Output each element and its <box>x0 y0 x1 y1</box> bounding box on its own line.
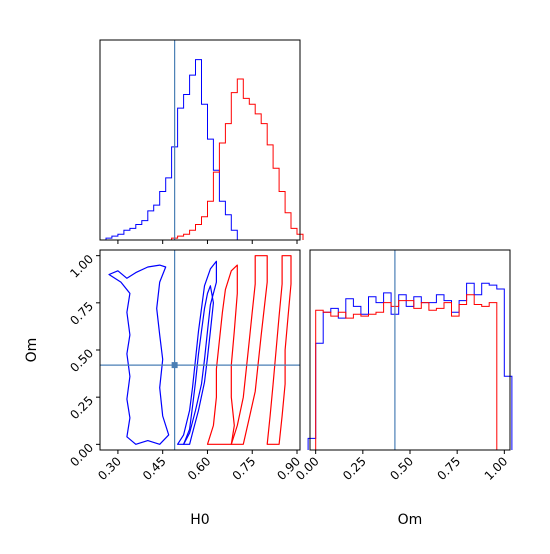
hist-om-bars <box>307 282 513 451</box>
xlabel-h0: H0 <box>190 512 209 528</box>
tick-label-om-x: 0.25 <box>340 454 369 483</box>
panel-hist-h0 <box>99 39 304 244</box>
tick-label-om-y: 1.00 <box>67 252 96 281</box>
panel-h0-om: 0.30 0.45 0.60 0.75 0.900.000.250.500.751.00 <box>67 249 303 483</box>
truth-point <box>171 362 178 369</box>
ticks-hist-om: 0.00 0.25 0.50 0.75 1.00 <box>293 450 510 483</box>
frame-hist-om <box>309 249 511 451</box>
ylabel-om: Om <box>24 338 40 363</box>
tick-label-h0: 0.45 <box>140 454 169 483</box>
tick-label-om-y: 0.00 <box>67 441 96 470</box>
tick-label-h0: 0.30 <box>95 454 124 483</box>
contour-blue-3 <box>108 264 170 445</box>
hist-om-red <box>315 294 505 451</box>
ticks-hist-h0 <box>117 240 298 244</box>
contour-red-1 <box>230 255 268 445</box>
tick-label-om-y: 0.50 <box>67 346 96 375</box>
contour-lines <box>108 255 292 445</box>
tick-label-om-y: 0.25 <box>67 393 96 422</box>
contour-blue-2 <box>183 285 214 445</box>
hist-om-blue <box>307 282 513 450</box>
ticks-2d: 0.30 0.45 0.60 0.75 0.900.000.250.500.751.00 <box>67 252 303 483</box>
tick-label-h0: 0.75 <box>230 454 259 483</box>
tick-label-om-x: 1.00 <box>482 454 511 483</box>
frame-hist-h0 <box>99 39 301 241</box>
hist-h0-bars <box>105 59 304 240</box>
tick-label-om-y: 0.75 <box>67 299 96 328</box>
tick-label-om-x: 0.50 <box>387 454 416 483</box>
contour-blue-1 <box>177 260 217 445</box>
tick-label-om-x: 0.75 <box>434 454 463 483</box>
tick-label-h0: 0.60 <box>185 454 214 483</box>
hist-h0-red <box>171 78 304 240</box>
xlabel-om: Om <box>398 512 423 528</box>
hist-h0-blue <box>105 59 238 240</box>
contour-red-3 <box>266 255 292 445</box>
contour-red-2 <box>206 264 238 445</box>
panel-hist-om: 0.00 0.25 0.50 0.75 1.00 <box>293 249 513 483</box>
